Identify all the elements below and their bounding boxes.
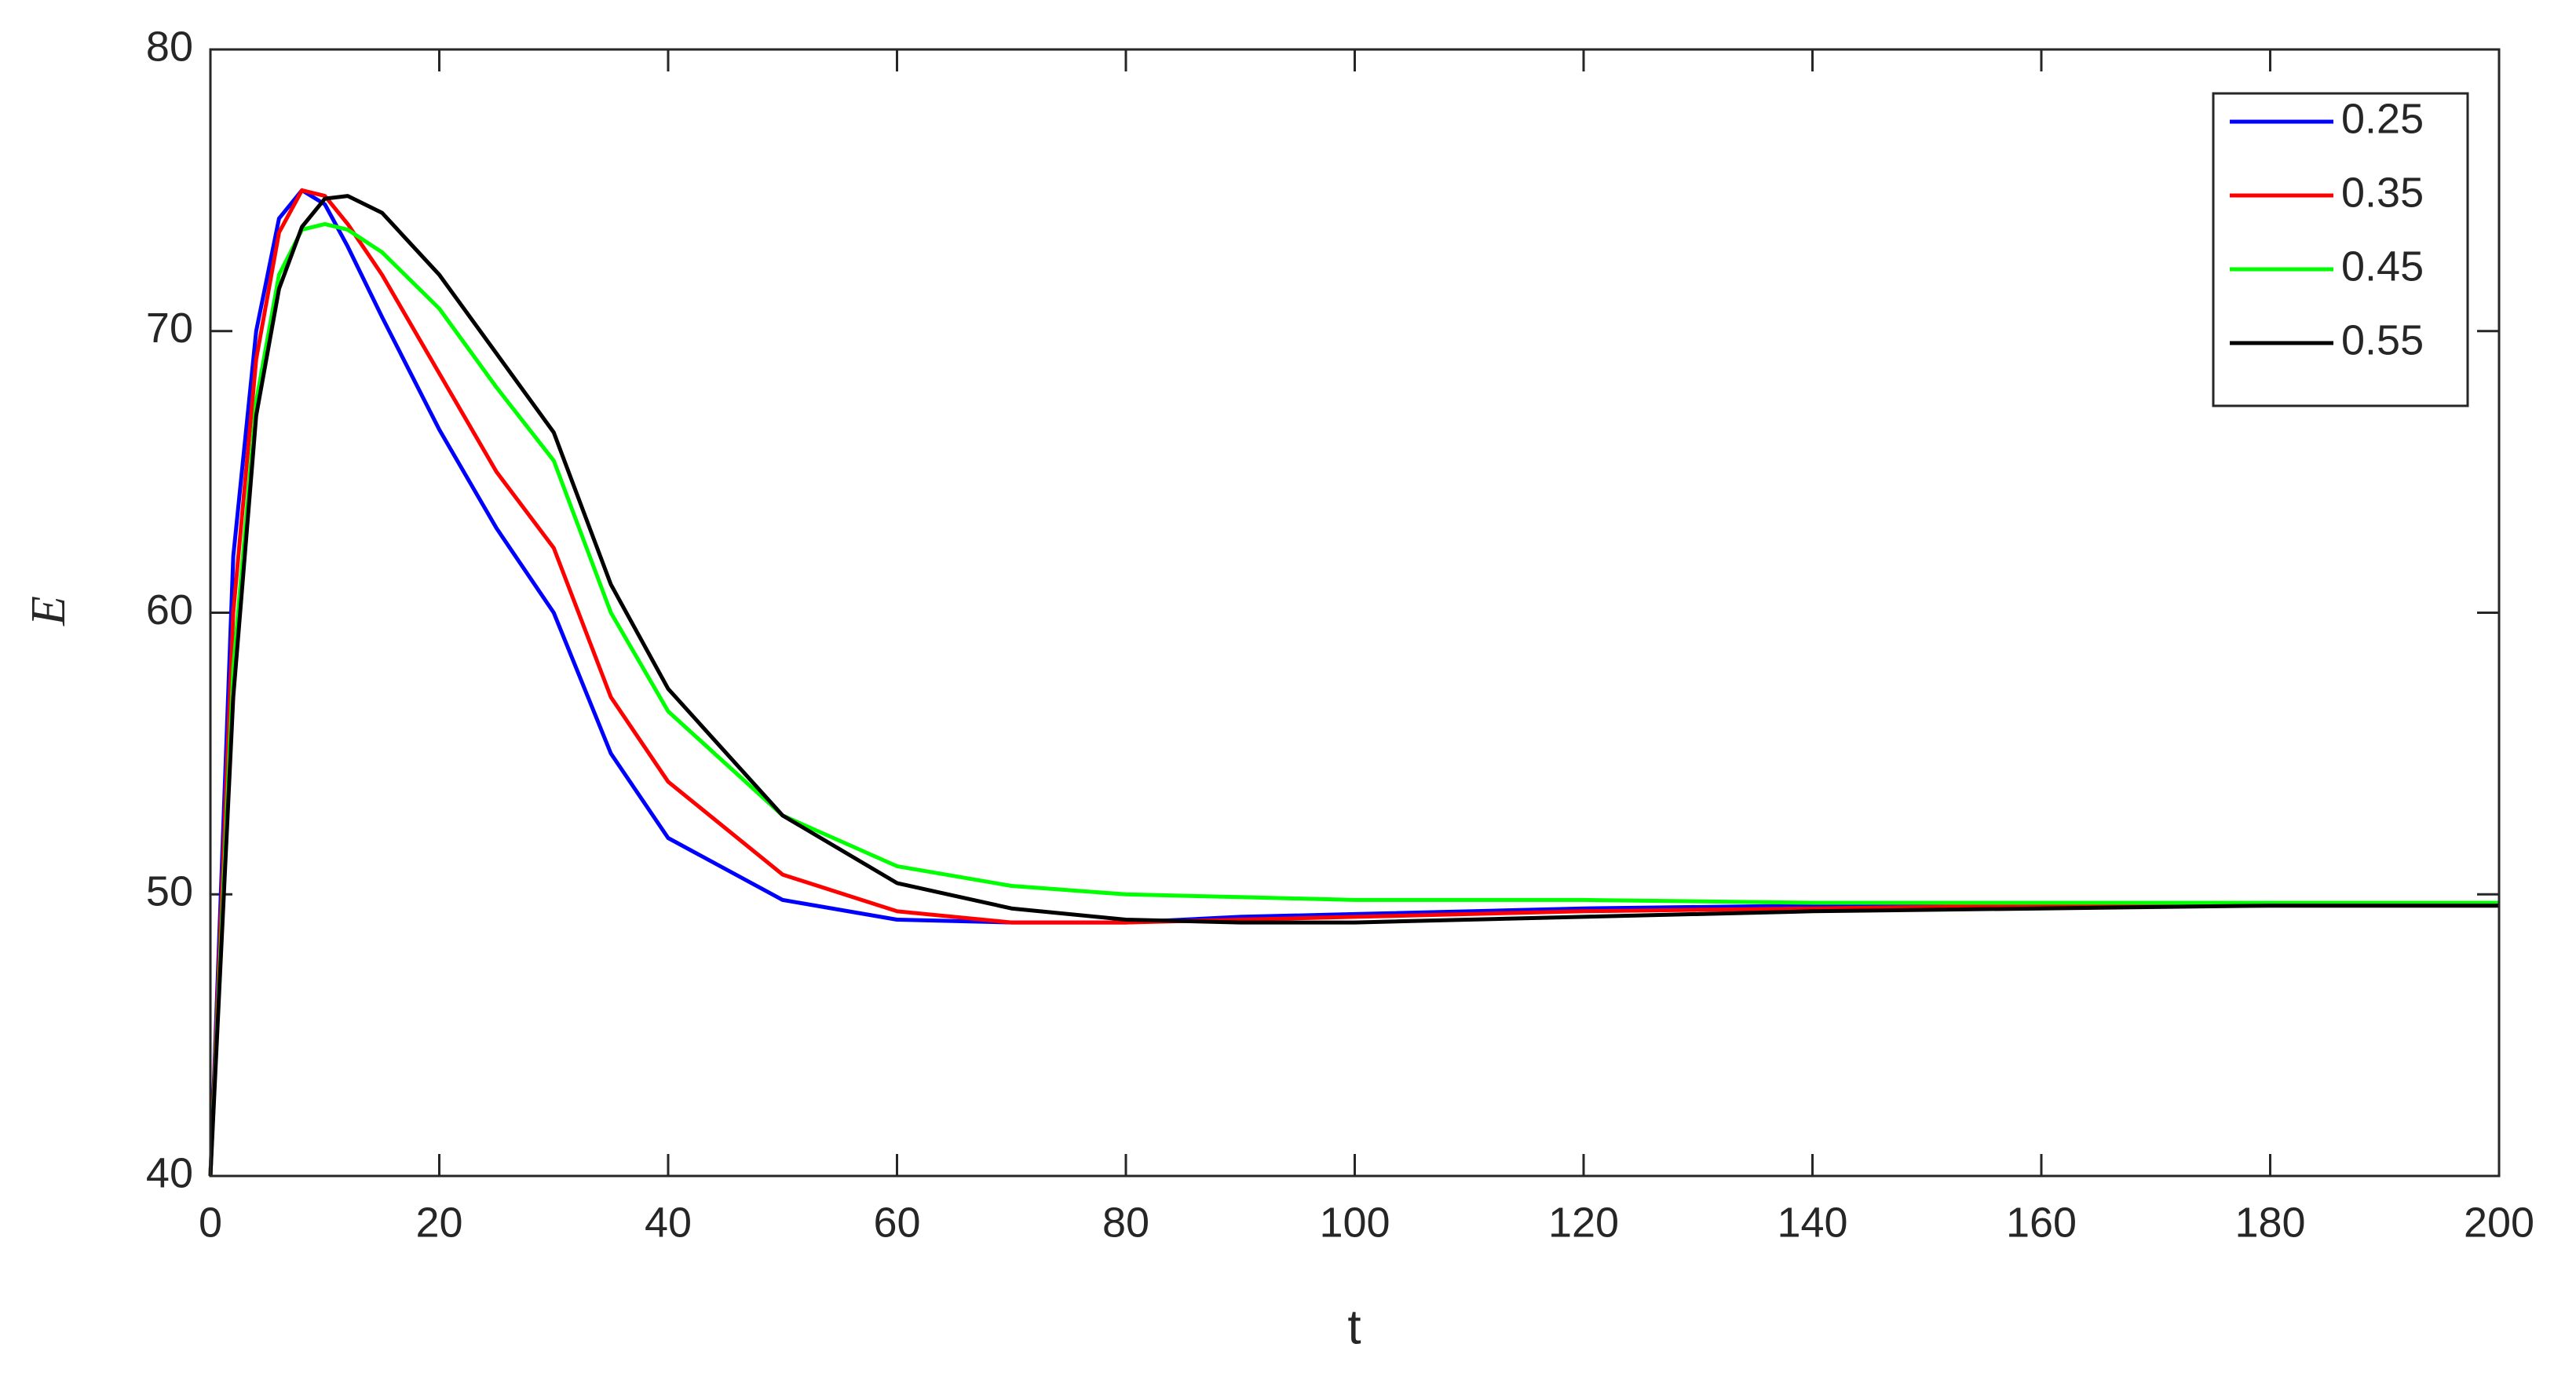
y-tick-label: 80 bbox=[146, 23, 193, 70]
x-tick-label: 20 bbox=[415, 1199, 462, 1246]
x-tick-label: 180 bbox=[2234, 1199, 2305, 1246]
y-tick-label: 60 bbox=[146, 586, 193, 634]
x-tick-label: 160 bbox=[2006, 1199, 2077, 1246]
x-axis-label: t bbox=[1347, 1300, 1361, 1354]
x-tick-label: 200 bbox=[2464, 1199, 2534, 1246]
legend-label: 0.35 bbox=[2341, 169, 2424, 216]
x-tick-label: 40 bbox=[645, 1199, 692, 1246]
legend-label: 0.25 bbox=[2341, 95, 2424, 142]
series-line bbox=[208, 188, 2499, 1177]
y-tick-label: 70 bbox=[146, 305, 193, 352]
x-tick-label: 100 bbox=[1319, 1199, 1390, 1246]
y-tick-label: 50 bbox=[146, 868, 193, 915]
y-axis-label: E bbox=[22, 596, 75, 626]
x-tick-label: 140 bbox=[1777, 1199, 1847, 1246]
legend-label: 0.45 bbox=[2341, 243, 2424, 290]
axes-box bbox=[209, 48, 2501, 1178]
x-tick-label: 0 bbox=[199, 1199, 222, 1246]
series-line bbox=[208, 194, 2499, 1177]
legend-label: 0.55 bbox=[2341, 316, 2424, 363]
x-tick-label: 80 bbox=[1102, 1199, 1149, 1246]
x-tick-label: 120 bbox=[1548, 1199, 1619, 1246]
y-tick-label: 40 bbox=[146, 1149, 193, 1196]
legend-box bbox=[2212, 92, 2469, 407]
x-tick-label: 60 bbox=[873, 1199, 920, 1246]
